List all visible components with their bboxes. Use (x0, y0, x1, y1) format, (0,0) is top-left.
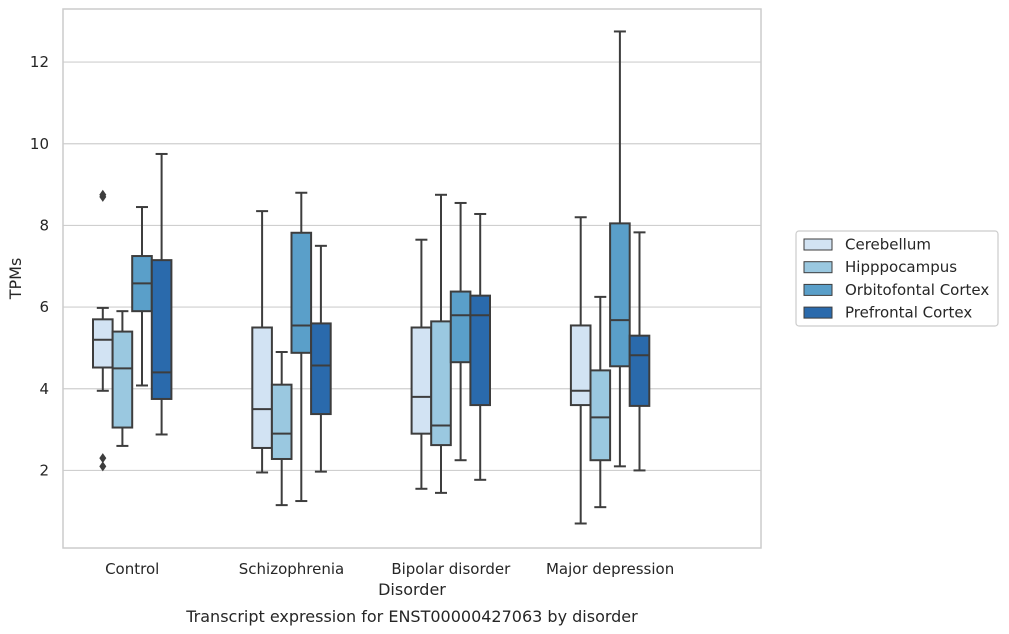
box-iqr (449, 290, 472, 364)
box-iqr (410, 326, 433, 435)
x-tick-label: Control (105, 560, 159, 578)
box-iqr (270, 383, 293, 460)
box-iqr (609, 222, 631, 368)
box (92, 189, 114, 472)
series-orbitofontal-cortex (131, 30, 631, 503)
legend-label: Cerebellum (845, 236, 931, 254)
box (430, 193, 452, 494)
box-iqr (628, 334, 651, 407)
y-tick-label: 2 (39, 461, 49, 479)
y-axis-ticks: 2 4 6 8 10 12 (30, 53, 49, 479)
legend-swatch (803, 306, 833, 319)
box-iqr (150, 259, 173, 400)
x-axis-ticks: Control Schizophrenia Bipolar disorder Majo… (105, 560, 674, 578)
plot-area-frame (62, 8, 762, 549)
y-tick-label: 12 (30, 53, 49, 71)
y-tick-label: 6 (39, 298, 49, 316)
box-iqr (569, 324, 592, 407)
box (290, 191, 313, 503)
x-axis-label: Disorder (378, 580, 446, 599)
box-iqr (111, 330, 134, 429)
legend-swatch (803, 283, 833, 296)
series-hipppocampus (111, 193, 612, 509)
box (310, 244, 332, 473)
x-tick-label: Schizophrenia (239, 560, 344, 578)
box (569, 216, 592, 525)
legend-frame (795, 230, 999, 327)
box-iqr (430, 320, 452, 447)
series-cerebellum (92, 189, 592, 525)
y-tick-label: 4 (39, 380, 49, 398)
box (609, 30, 631, 468)
legend: Cerebellum Hipppocampus Orbitofontal Corte… (795, 230, 999, 327)
box (131, 206, 153, 387)
box (469, 212, 491, 481)
box (111, 310, 134, 447)
box (589, 295, 612, 509)
legend-label: Orbitofontal Cortex (845, 281, 989, 299)
outlier-point (99, 461, 107, 472)
y-axis-label: TPMs (6, 258, 25, 301)
box (628, 231, 651, 472)
x-tick-label: Bipolar disorder (391, 560, 511, 578)
box-iqr (92, 318, 114, 369)
outlier-point (99, 453, 107, 464)
y-tick-label: 10 (30, 135, 49, 153)
legend-swatch (803, 261, 833, 274)
box (251, 210, 273, 474)
legend-label: Hipppocampus (845, 258, 957, 276)
box-iqr (290, 231, 313, 354)
chart-caption: Transcript expression for ENST0000042706… (185, 607, 638, 626)
box (150, 152, 173, 436)
box (410, 238, 433, 490)
legend-swatch (803, 238, 833, 251)
y-tick-label: 8 (39, 216, 49, 234)
box-iqr (469, 294, 491, 407)
box-iqr (589, 369, 612, 462)
box (449, 201, 472, 462)
box-plot-series (92, 30, 651, 525)
series-prefrontal-cortex (150, 152, 651, 481)
legend-label: Prefrontal Cortex (845, 304, 972, 322)
x-tick-label: Major depression (546, 560, 674, 578)
outlier-point (99, 189, 107, 200)
box (270, 351, 293, 507)
box-iqr (251, 326, 273, 449)
box-iqr (310, 322, 332, 416)
